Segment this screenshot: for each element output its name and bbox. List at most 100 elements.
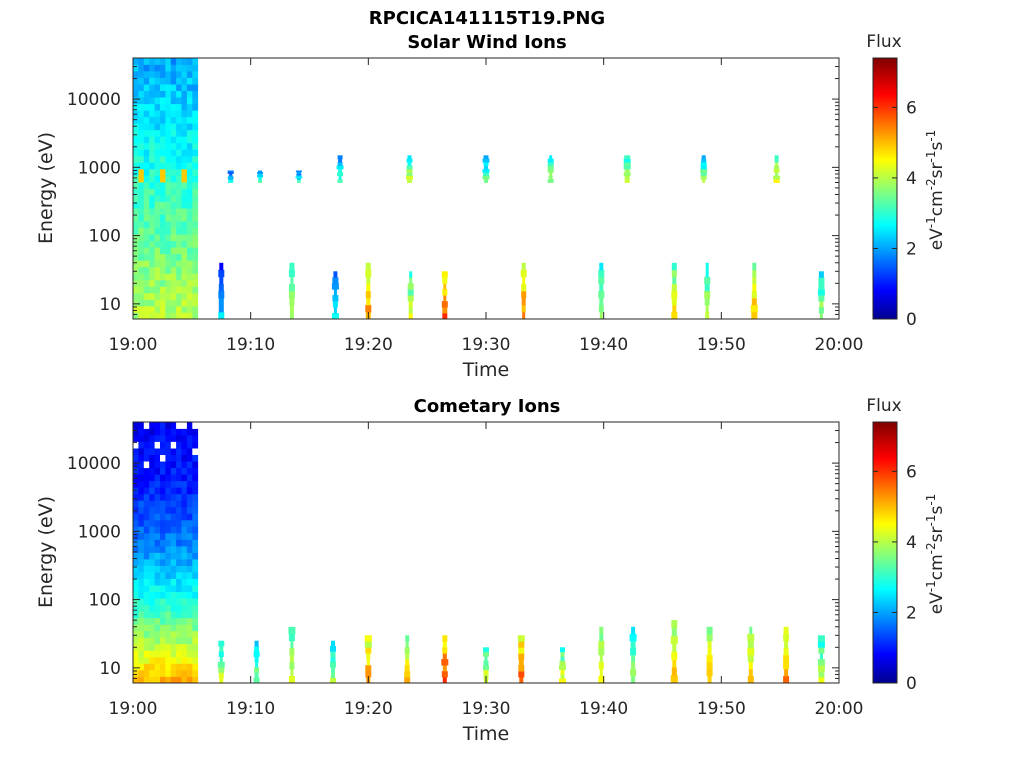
- burst-cell: [701, 158, 707, 163]
- spectrogram-cell: [154, 227, 161, 235]
- spectrogram-cell: [133, 572, 139, 579]
- spectrogram-cell: [165, 676, 172, 684]
- spectrogram-cell: [143, 422, 150, 429]
- spectrogram-cell: [143, 552, 150, 560]
- spectrogram-cell: [170, 292, 177, 300]
- burst-cell: [598, 676, 605, 684]
- spectrogram-cell: [138, 195, 145, 202]
- burst-cell: [548, 175, 553, 180]
- spectrogram-cell: [186, 598, 193, 606]
- spectrogram-cell: [176, 247, 182, 255]
- spectrogram-cell: [133, 448, 139, 455]
- spectrogram-cell: [138, 103, 145, 111]
- spectrogram-cell: [186, 480, 193, 488]
- spectrogram-cell: [176, 142, 182, 150]
- spectrogram-cell: [160, 565, 166, 573]
- spectrogram-cell: [165, 182, 172, 189]
- burst-cell: [332, 295, 339, 302]
- spectrogram-cell: [160, 559, 166, 566]
- spectrogram-cell: [149, 663, 155, 671]
- burst-cell: [484, 656, 488, 662]
- spectrogram-cell: [149, 546, 155, 553]
- spectrogram-cell: [186, 162, 193, 170]
- spectrogram-cell: [192, 630, 199, 638]
- spectrogram-cell: [160, 279, 166, 287]
- spectrogram-cell: [186, 467, 193, 475]
- burst-cell: [559, 678, 566, 684]
- spectrogram-cell: [176, 129, 182, 137]
- burst-cell: [783, 676, 790, 684]
- spectrogram-cell: [154, 201, 161, 209]
- spectrogram-cell: [192, 572, 199, 579]
- spectrogram-cell: [165, 292, 172, 300]
- spectrogram-cell: [176, 663, 182, 671]
- burst-cell: [700, 165, 707, 170]
- spectrogram-cell: [149, 585, 155, 592]
- spectrogram-cell: [165, 656, 172, 664]
- spectrogram-cell: [149, 637, 155, 645]
- spectrogram-cell: [186, 585, 193, 592]
- burst-cell: [405, 641, 409, 648]
- spectrogram-cell: [186, 149, 193, 157]
- spectrogram-cell: [176, 208, 182, 215]
- burst-cell: [288, 290, 295, 299]
- spectrogram-cell: [170, 195, 177, 202]
- spectrogram-cell: [181, 676, 188, 684]
- burst-cell: [406, 165, 413, 170]
- spectrogram-cell: [133, 90, 139, 98]
- spectrogram-cell: [170, 188, 177, 196]
- spectrogram-cell: [192, 454, 199, 462]
- spectrogram-cell: [138, 84, 145, 91]
- burst-cell: [783, 654, 790, 663]
- spectrogram-cell: [186, 97, 193, 105]
- spectrogram-cell: [192, 617, 199, 625]
- burst-cell: [706, 668, 713, 677]
- burst-cell: [517, 635, 525, 642]
- burst-cell: [818, 671, 825, 678]
- burst-cell: [483, 660, 489, 666]
- spectrogram-cell: [165, 500, 172, 508]
- spectrogram-cell: [165, 214, 172, 222]
- spectrogram-cell: [160, 422, 166, 429]
- spectrogram-cell: [154, 279, 161, 287]
- spectrogram-cell: [133, 435, 139, 442]
- burst-cell: [559, 665, 566, 671]
- burst-cell: [338, 168, 343, 173]
- spectrogram-cell: [165, 240, 172, 248]
- burst-cell: [624, 179, 630, 183]
- spectrogram-cell: [165, 129, 172, 137]
- spectrogram-cell: [165, 461, 172, 469]
- spectrogram-cell: [149, 221, 155, 228]
- burst-cell: [599, 283, 604, 292]
- burst-cell: [774, 155, 779, 160]
- burst-cell: [599, 633, 604, 642]
- burst-cell: [442, 635, 448, 642]
- burst-cell: [547, 158, 554, 163]
- spectrogram-cell: [133, 136, 139, 144]
- spectrogram-cell: [133, 149, 139, 157]
- burst-cell: [288, 283, 295, 292]
- spectrogram-cell: [133, 312, 139, 320]
- spectrogram-cell: [192, 266, 199, 274]
- spectrogram-cell: [181, 162, 188, 170]
- spectrogram-cell: [143, 266, 150, 274]
- spectrogram-cell: [160, 604, 166, 612]
- spectrogram-cell: [143, 90, 150, 98]
- spectrogram-cell: [154, 266, 161, 274]
- spectrogram-cell: [160, 630, 166, 638]
- burst-cell: [817, 659, 825, 666]
- spectrogram-cell: [154, 441, 161, 449]
- spectrogram-cell: [181, 71, 188, 78]
- spectrogram-cell: [186, 116, 193, 124]
- burst-cell: [332, 277, 339, 284]
- spectrogram-cell: [181, 670, 188, 677]
- spectrogram-cell: [181, 84, 188, 91]
- spectrogram-cell: [160, 260, 166, 268]
- burst-cell: [442, 641, 447, 648]
- burst-cell: [783, 661, 790, 670]
- spectrogram-cell: [192, 539, 199, 547]
- spectrogram-cell: [154, 474, 161, 482]
- spectrogram-cell: [170, 162, 177, 170]
- spectrogram-cell: [165, 493, 172, 501]
- spectrogram-cell: [133, 585, 139, 592]
